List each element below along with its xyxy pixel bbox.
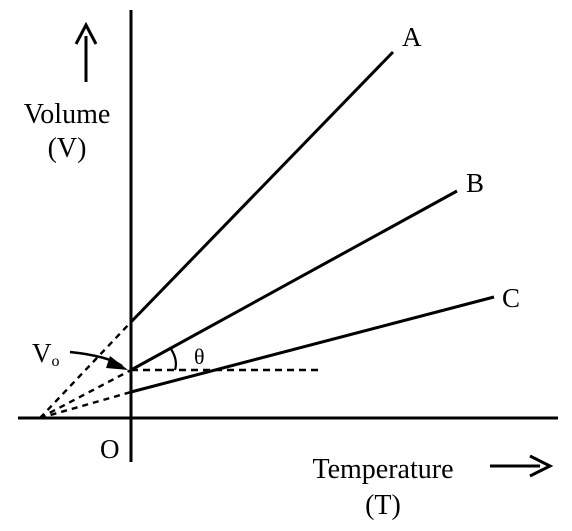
extrapolation-line-c [39,390,132,420]
line-a-label: A [402,22,422,52]
line-b [130,189,458,372]
v0-pointer-arrow-icon [69,350,128,370]
line-c [130,295,495,394]
x-axis-label: Temperature (T) [288,452,478,524]
y-axis-label-symbol: (V) [47,133,87,164]
angle-arc [170,348,177,371]
x-axis-arrow-icon [490,454,554,478]
y-axis-label: Volume (V) [6,98,128,166]
x-axis-label-symbol: (T) [365,490,401,521]
origin-label: O [100,434,120,464]
angle-theta-label: θ [194,344,205,369]
y-axis-arrow-icon [74,21,98,82]
v0-label-sub: o [51,353,60,370]
line-a [129,50,395,324]
x-axis-label-title: Temperature [312,454,454,485]
extrapolation-line-a [39,321,132,419]
extrapolation-line-b [39,368,132,420]
line-b-label: B [466,168,485,198]
v0-label: Vo [32,338,60,371]
line-c-label: C [502,283,521,313]
y-axis-label-title: Volume [23,99,111,130]
v0-label-main: V [32,338,52,368]
